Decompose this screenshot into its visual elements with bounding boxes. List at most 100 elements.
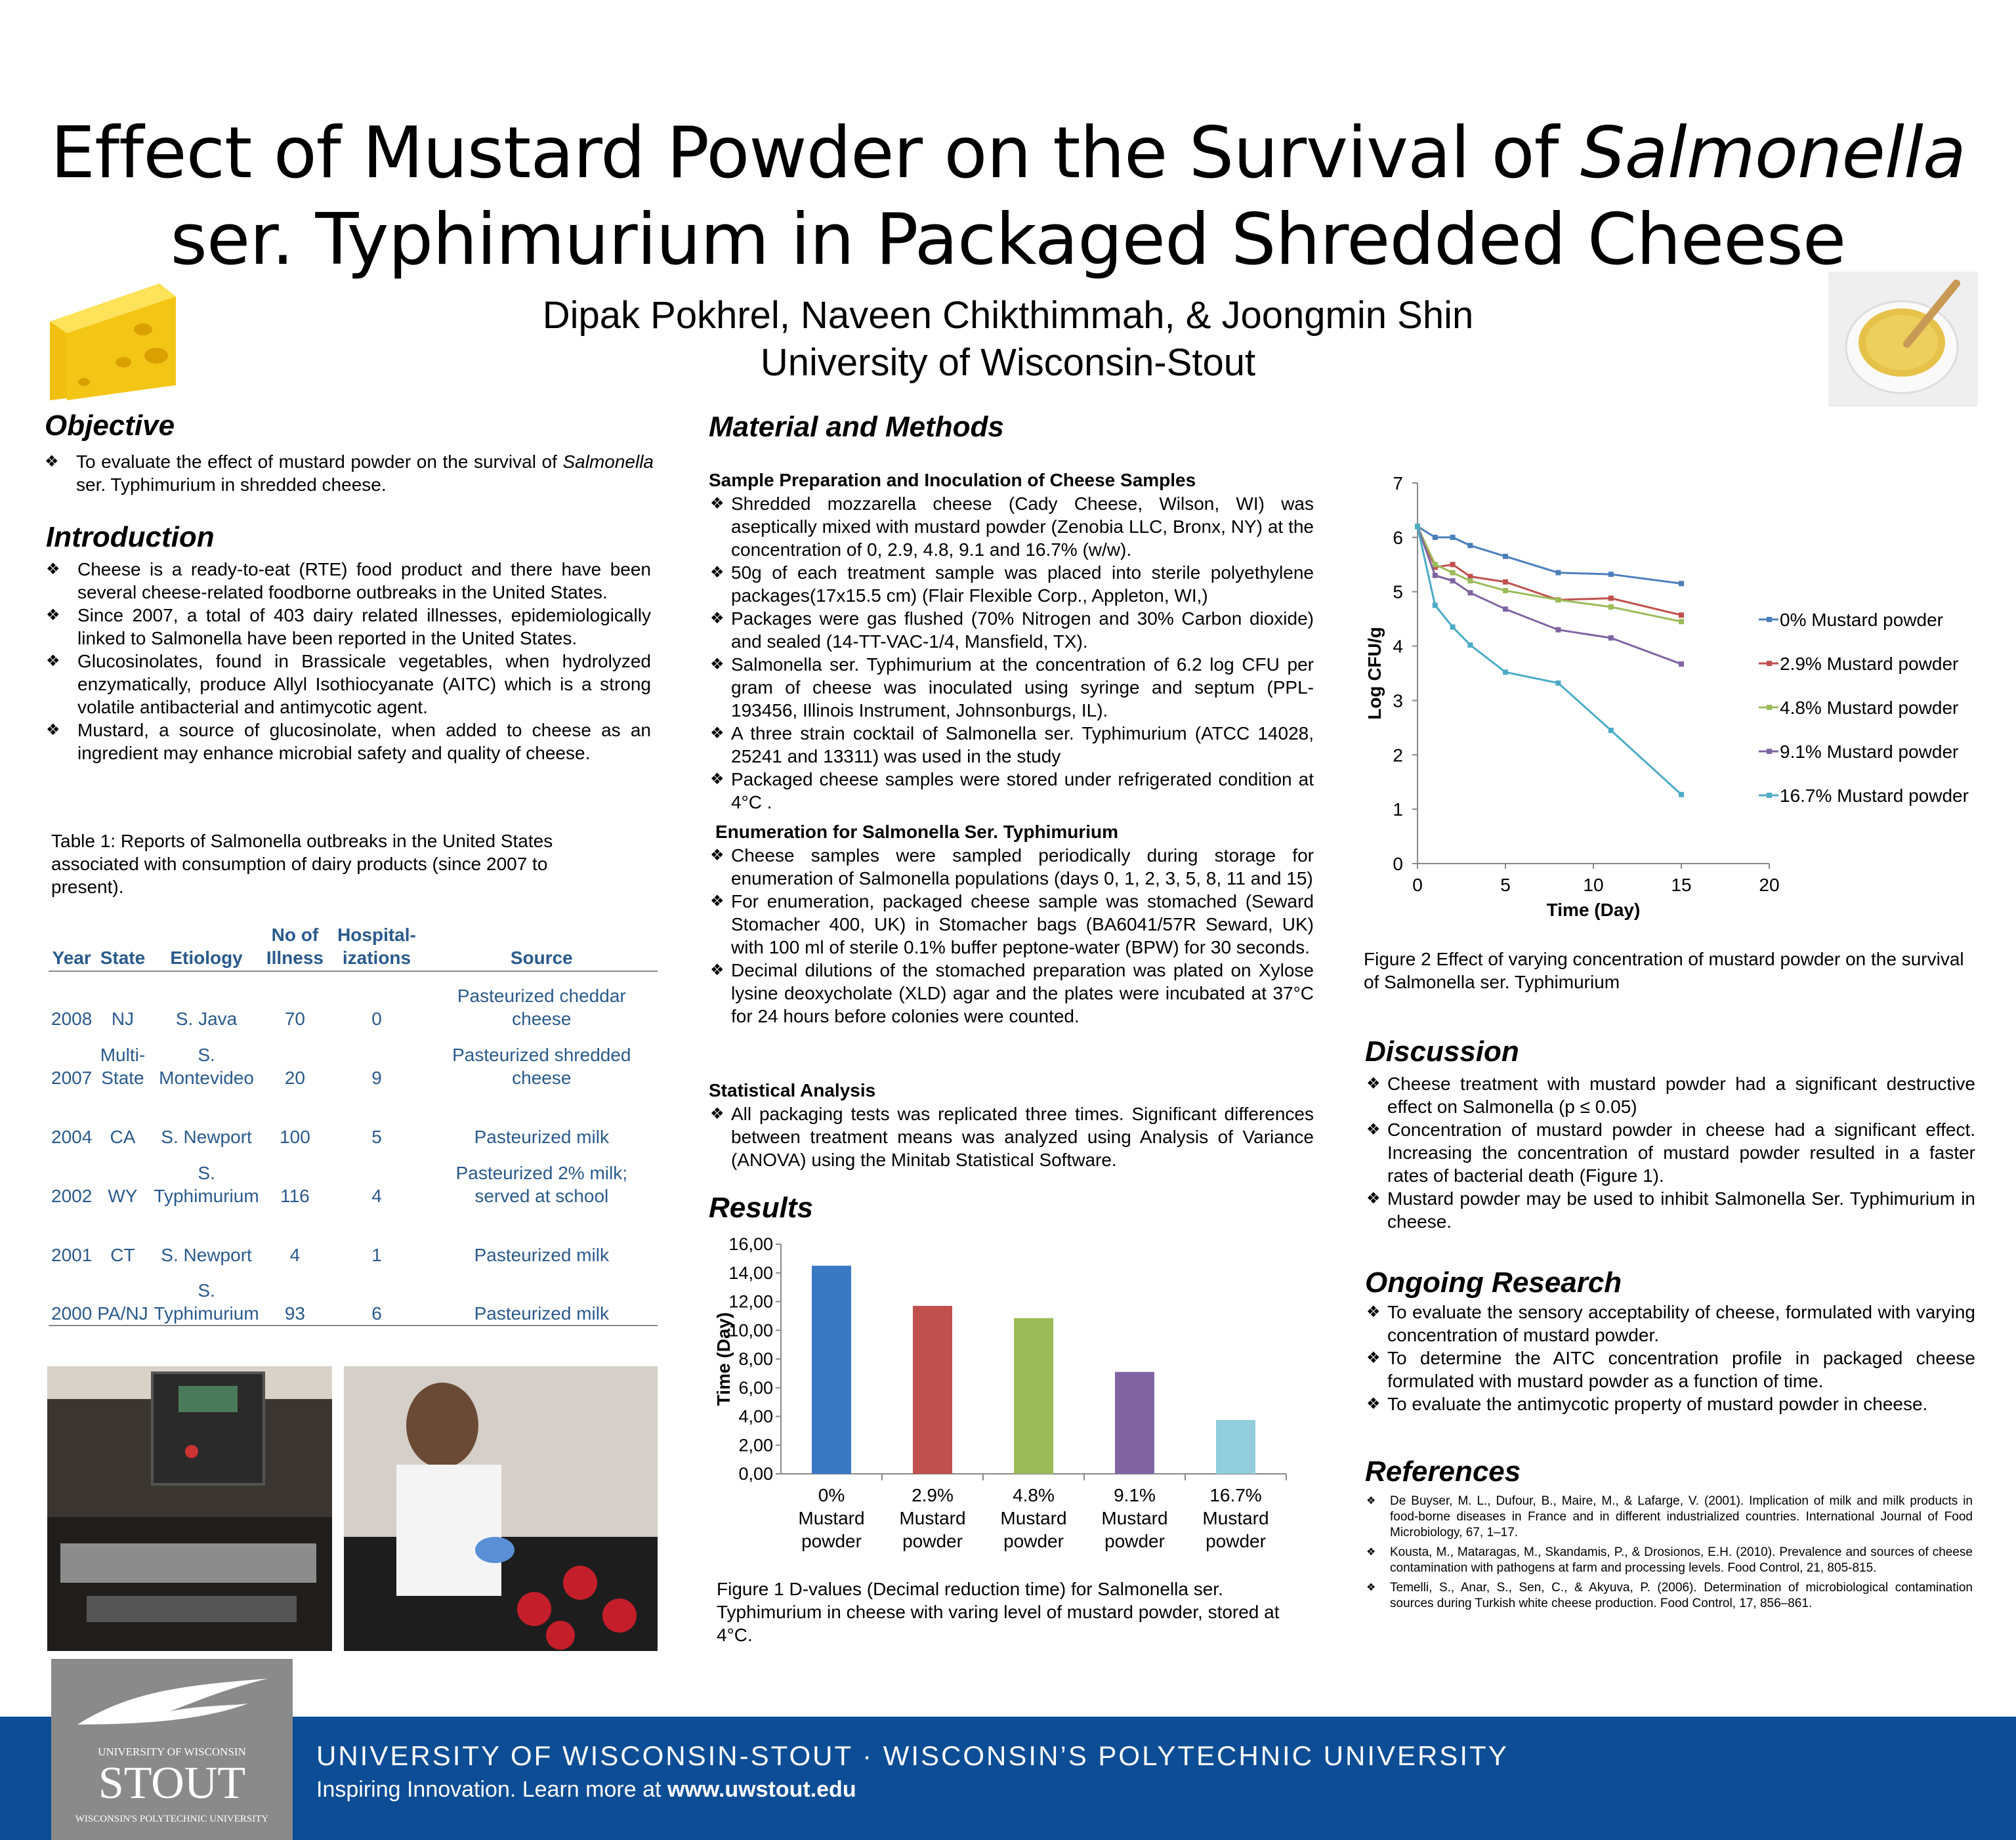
- introduction-item: Mustard, a source of glucosinolate, when…: [46, 719, 651, 764]
- data-point: [1555, 627, 1561, 633]
- discussion-heading: Discussion: [1365, 1035, 1519, 1068]
- table-cell: 5: [371, 1127, 382, 1147]
- outbreak-table: Year State Etiology No of Illness Hospit…: [49, 911, 658, 1326]
- x-tick-label: powder: [1104, 1531, 1165, 1551]
- data-point: [1450, 562, 1456, 568]
- data-point: [1432, 562, 1438, 568]
- x-tick-label: 15: [1671, 875, 1691, 895]
- ongoing-list: To evaluate the sensory acceptability of…: [1366, 1301, 1975, 1415]
- data-point: [1432, 534, 1438, 540]
- x-tick-label: 10: [1583, 875, 1603, 895]
- results-heading: Results: [709, 1192, 813, 1224]
- data-point: [1450, 578, 1456, 584]
- x-tick-label: powder: [801, 1531, 862, 1551]
- table-cell: 116: [280, 1186, 310, 1206]
- reference-item: Kousta, M., Mataragas, M., Skandamis, P.…: [1366, 1545, 1973, 1576]
- d-value-bar-chart: 0,00 2,00 4,00 6,00 8,00 10,00 12,00 14,00 16,00…: [713, 1234, 1287, 1551]
- discussion-item: Concentration of mustard powder in chees…: [1366, 1118, 1975, 1187]
- footer-tagline: Inspiring Innovation. Learn more at www.…: [316, 1777, 856, 1802]
- table-cell: 20: [284, 1068, 305, 1088]
- figure1-caption: Figure 1 D-values (Decimal reduction tim…: [717, 1579, 1280, 1645]
- lab-photo: [344, 1366, 658, 1651]
- methods-subheading: Statistical Analysis: [709, 1080, 876, 1100]
- reference-item: De Buyser, M. L., Dufour, B., Maire, M.,…: [1366, 1494, 1973, 1541]
- table-cell: S. Typhimurium: [150, 1266, 262, 1326]
- logo-top-text: UNIVERSITY OF WISCONSIN: [98, 1746, 246, 1758]
- legend-label: 9.1% Mustard powder: [1780, 742, 1958, 762]
- y-tick-label: 3: [1393, 690, 1403, 711]
- objective-heading: Objective: [45, 409, 175, 442]
- legend-label: 16.7% Mustard powder: [1780, 785, 1969, 806]
- references-heading: References: [1365, 1455, 1521, 1488]
- table-row: 2007 Multi-State S. Montevideo 20 9 Pasteuriz…: [49, 1030, 658, 1089]
- legend-label: 0% Mustard powder: [1780, 610, 1943, 630]
- table-cell: Pasteurized cheddar cheese: [457, 986, 626, 1029]
- data-point: [1608, 728, 1614, 733]
- methods-item: Cheese samples were sampled periodically…: [710, 844, 1314, 890]
- legend-label: 4.8% Mustard powder: [1780, 698, 1958, 718]
- table-cell: 2000: [49, 1266, 95, 1326]
- x-tick-label: 5: [1500, 875, 1511, 895]
- table-header: Hospital-izations: [327, 911, 426, 972]
- x-tick-label: 9.1%: [1114, 1485, 1156, 1505]
- series-line: [1417, 526, 1682, 585]
- bar: [812, 1265, 851, 1474]
- logo-stout-text: STOUT: [98, 1758, 246, 1809]
- introduction-item: Glucosinolates, found in Brassicale vege…: [46, 650, 651, 719]
- figure2-caption: Figure 2 Effect of varying concentration…: [1364, 949, 1964, 992]
- methods-subheading: Enumeration for Salmonella Ser. Typhimur…: [715, 822, 1119, 842]
- methods-item: 50g of each treatment sample was placed …: [710, 561, 1314, 607]
- table-cell: 2001: [51, 1245, 93, 1265]
- methods-item: For enumeration, packaged cheese sample …: [710, 890, 1314, 959]
- objective-list: To evaluate the effect of mustard powder…: [45, 450, 654, 496]
- affiliation: University of Wisconsin-Stout: [760, 341, 1256, 384]
- table-header: Year: [49, 911, 95, 972]
- y-tick-label: 10,00: [728, 1320, 773, 1340]
- table-cell: WY: [108, 1186, 138, 1206]
- y-tick-label: 14,00: [728, 1263, 773, 1283]
- data-point: [1467, 590, 1473, 596]
- data-point: [1432, 564, 1438, 570]
- introduction-list: Cheese is a ready-to-eat (RTE) food prod…: [46, 558, 651, 764]
- x-tick-label: 0%: [818, 1485, 845, 1505]
- authors: Dipak Pokhrel, Naveen Chikthimmah, & Joo…: [542, 294, 1474, 337]
- y-axis-label: Log CFU/g: [1364, 627, 1385, 720]
- introduction-item: Since 2007, a total of 403 dairy related…: [46, 604, 651, 650]
- data-point: [1467, 543, 1473, 549]
- legend-marker: [1767, 661, 1772, 666]
- table-cell: 4: [371, 1186, 382, 1206]
- title-italic: Salmonella: [1580, 112, 1966, 194]
- heat-sealer-photo: [47, 1366, 332, 1651]
- x-axis-label: Time (Day): [1547, 900, 1641, 920]
- logo-bottom-text: WISCONSIN'S POLYTECHNIC UNIVERSITY: [75, 1814, 269, 1824]
- legend-label: 2.9% Mustard powder: [1780, 654, 1958, 674]
- data-point: [1432, 572, 1438, 578]
- data-point: [1608, 635, 1614, 641]
- table-cell: 6: [327, 1266, 426, 1326]
- data-point: [1555, 597, 1561, 603]
- legend-marker: [1767, 617, 1772, 622]
- data-point: [1450, 624, 1456, 630]
- logo-swoosh-icon: [77, 1679, 268, 1725]
- table-cell: Pasteurized shredded cheese: [452, 1045, 631, 1088]
- table-cell: 2008: [51, 1009, 93, 1029]
- y-tick-label: 5: [1393, 582, 1403, 602]
- bar: [1216, 1419, 1255, 1474]
- ongoing-item: To determine the AITC concentration prof…: [1366, 1347, 1975, 1392]
- bar: [1115, 1371, 1154, 1474]
- x-tick-label: 16.7%: [1209, 1485, 1261, 1505]
- footer-url-link[interactable]: www.uwstout.edu: [667, 1777, 856, 1802]
- legend-marker: [1767, 705, 1772, 710]
- table-row: 2008 NJ S. Java 70 0 Pasteurized cheddar chee…: [49, 971, 658, 1030]
- table-header: State: [94, 911, 151, 972]
- methods-item: All packaging tests was replicated three…: [710, 1102, 1314, 1171]
- methods-list-1: Shredded mozzarella cheese (Cady Cheese,…: [710, 492, 1314, 814]
- table-cell: 2007: [51, 1068, 93, 1088]
- poster-title: Effect of Mustard Powder on the Survival…: [13, 110, 2003, 283]
- bar: [913, 1306, 952, 1474]
- x-tick-label: 2.9%: [912, 1485, 954, 1505]
- table-row: 2000 PA/NJ S. Typhimurium 93 6 Pasteurized mi…: [49, 1266, 658, 1326]
- y-tick-label: 2,00: [738, 1435, 773, 1455]
- methods-item: Packages were gas flushed (70% Nitrogen …: [710, 607, 1314, 653]
- y-tick-label: 4,00: [738, 1407, 773, 1427]
